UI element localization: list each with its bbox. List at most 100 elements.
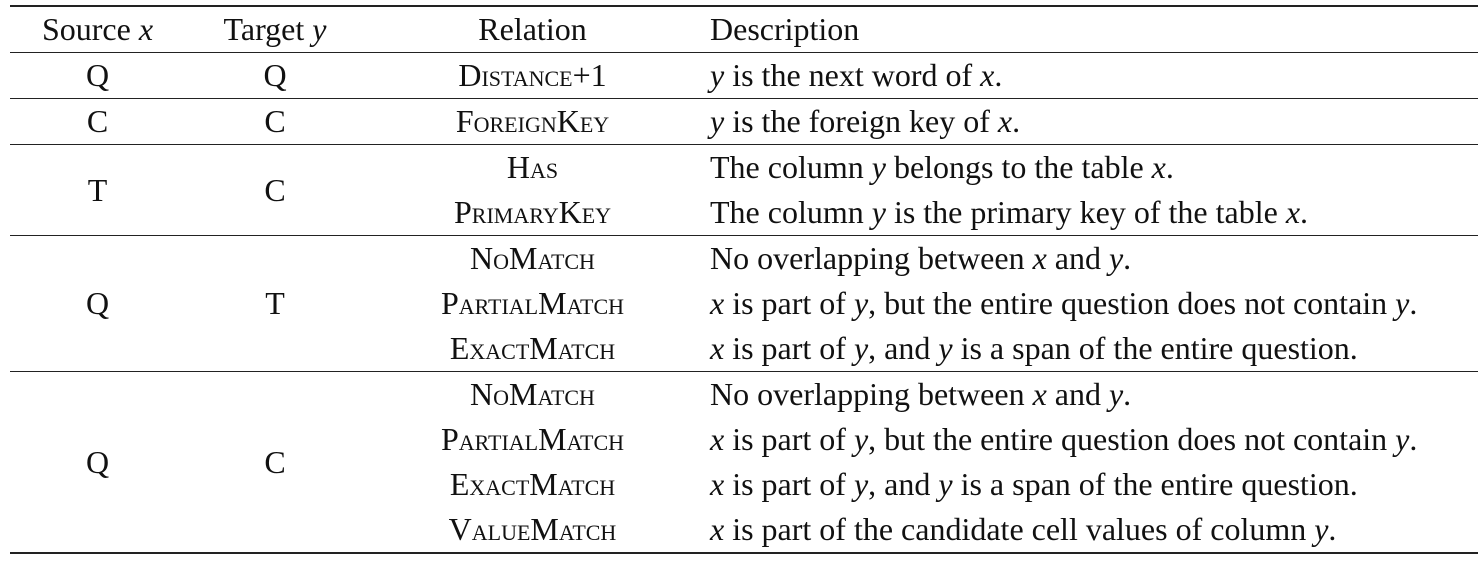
table-row: T C Has The column y belongs to the table x… [10,145,1478,208]
math-variable: y [1395,421,1410,457]
description-text: is part of [724,421,854,457]
math-variable: y [871,149,886,185]
relation-cell: PrimaryKey [453,194,612,230]
math-variable: y [1108,240,1124,276]
header-description: Description [710,11,860,47]
math-variable: y [710,103,725,139]
header-relation: Relation [478,11,587,47]
description-text: . [1123,376,1132,412]
math-variable: x [1285,194,1301,230]
table-header: Source x Target y Relation Description [10,6,1478,53]
table-row: PrimaryKey The column y is the primary ke… [10,190,1478,236]
source-cell: C [86,103,109,139]
description-text: , and [868,466,939,502]
relation-cell: PartialMatch [440,421,625,457]
description-text: No overlapping between [710,376,1033,412]
description-text: . [994,57,1003,93]
description-text: is the foreign key of [724,103,998,139]
header-target-label: Target [223,11,305,47]
relation-group: Q C NoMatch No overlapping between x and y.… [10,372,1478,553]
math-variable: y [1395,285,1410,321]
target-cell: T [265,285,285,321]
math-variable: y [1108,376,1124,412]
description-text: The column [710,194,872,230]
description-cell: x is part of y, and y is a span of the e… [700,462,1478,507]
description-text: . [1328,511,1337,547]
description-cell: x is part of y, and y is a span of the e… [700,326,1478,372]
table-row: C C ForeignKey y is the foreign key of x. [10,99,1478,145]
description-cell: No overlapping between x and y. [700,236,1478,282]
relation-group: C C ForeignKey y is the foreign key of x. [10,99,1478,145]
relation-cell: NoMatch [470,376,595,412]
description-text: is part of [724,466,854,502]
description-text: is a span of the entire question. [952,330,1358,366]
relation-cell: ValueMatch [448,511,617,547]
target-cell: C [264,103,286,139]
description-text: is part of [724,330,854,366]
math-variable: y [871,194,886,230]
relation-group: Q Q Distance+1 y is the next word of x. [10,53,1478,99]
math-variable: y [710,57,725,93]
description-cell: x is part of y, but the entire question … [700,281,1478,326]
description-cell: y is the next word of x. [700,53,1478,99]
relation-cell: NoMatch [470,240,595,276]
description-cell: x is part of the candidate cell values o… [700,507,1478,553]
math-variable: x [1032,376,1047,412]
source-cell: T [87,171,108,208]
description-text: . [1165,149,1174,185]
relation-cell: ForeignKey [455,103,610,139]
source-cell: Q [85,285,110,321]
description-text: . [1123,240,1132,276]
math-variable: x [710,421,725,457]
header-source: Source x [10,6,185,53]
target-cell: C [264,443,286,480]
description-text: , but the entire question does not conta… [868,421,1396,457]
header-target: Target y [185,6,365,53]
relation-table: Source x Target y Relation Description Q… [10,5,1478,554]
table-row: PartialMatch x is part of y, but the enti… [10,417,1478,462]
table-row: Q Q Distance+1 y is the next word of x. [10,53,1478,99]
math-variable: x [710,330,725,366]
source-cell: Q [85,57,110,93]
math-variable: y [938,466,953,502]
description-text: belongs to the table [885,149,1152,185]
target-cell: C [264,171,286,208]
description-cell: The column y is the primary key of the t… [700,190,1478,236]
description-cell: y is the foreign key of x. [700,99,1478,145]
description-cell: No overlapping between x and y. [700,372,1478,418]
header-target-var: y [312,11,327,47]
relation-cell: PartialMatch [440,285,625,321]
description-text: , and [868,330,939,366]
relation-group: Q T NoMatch No overlapping between x and y.… [10,236,1478,372]
description-text: is part of [724,285,854,321]
target-cell: Q [263,57,287,93]
relation-cell: ExactMatch [449,466,616,502]
math-variable: y [938,330,953,366]
source-cell: Q [85,443,110,480]
table-row: Q C NoMatch No overlapping between x and y. [10,372,1478,480]
math-variable: y [1314,511,1329,547]
math-variable: y [853,330,869,366]
description-text: No overlapping between [710,240,1033,276]
math-variable: x [1032,240,1047,276]
table-row: ExactMatch x is part of y, and y is a spa… [10,462,1478,507]
description-text: is the next word of [724,57,981,93]
description-text: . [1409,421,1418,457]
description-cell: The column y belongs to the table x. [700,145,1478,191]
description-text: is part of the candidate cell values of … [724,511,1315,547]
table-row: Q T NoMatch No overlapping between x and y. [10,236,1478,321]
math-variable: y [853,466,869,502]
table-row: PartialMatch x is part of y, but the enti… [10,281,1478,326]
description-text: , but the entire question does not conta… [868,285,1396,321]
description-text: . [1300,194,1309,230]
math-variable: x [710,466,725,502]
math-variable: x [710,511,725,547]
relation-group: T C Has The column y belongs to the table x… [10,145,1478,236]
header-row: Source x Target y Relation Description [10,6,1478,53]
description-text: The column [710,149,872,185]
relation-cell: Distance+1 [458,57,607,93]
relation-cell: ExactMatch [449,330,616,366]
math-variable: x [980,57,995,93]
description-text: and [1046,376,1109,412]
